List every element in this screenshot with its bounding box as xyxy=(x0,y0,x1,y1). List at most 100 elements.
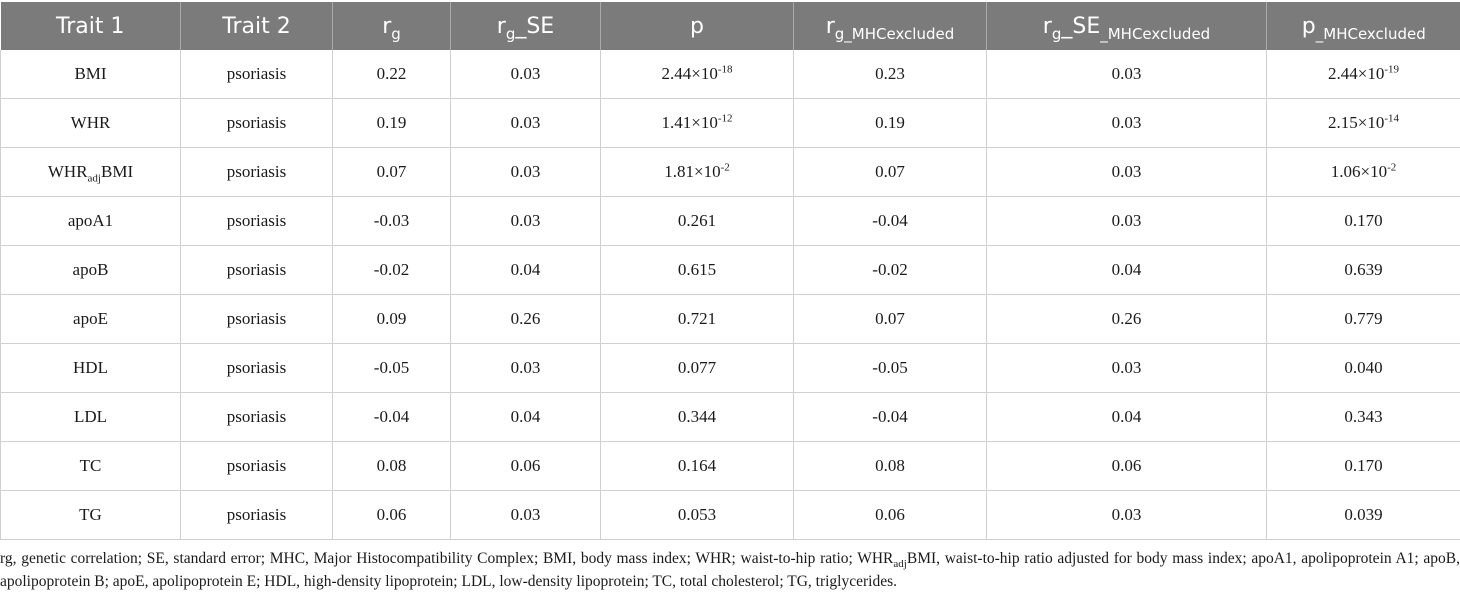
cell-p-mhc-excluded: 1.06×10-2 xyxy=(1266,147,1460,197)
cell-p-mhc-excluded: 0.039 xyxy=(1266,490,1460,540)
cell-rg-se: 0.03 xyxy=(450,98,601,148)
table-row: apoB psoriasis -0.02 0.04 0.615 -0.02 0.04 0.63… xyxy=(0,245,1460,295)
cell-p-mhc-excluded: 0.040 xyxy=(1266,343,1460,393)
cell-rg: -0.04 xyxy=(332,392,451,442)
cell-rg-se: 0.04 xyxy=(450,392,601,442)
cell-trait2: psoriasis xyxy=(180,490,333,540)
cell-rg-se-mhc-excluded: 0.06 xyxy=(986,441,1267,491)
header-p: p xyxy=(600,2,794,50)
cell-rg-se: 0.03 xyxy=(450,196,601,246)
cell-trait2: psoriasis xyxy=(180,392,333,442)
cell-trait2: psoriasis xyxy=(180,245,333,295)
cell-p-mhc-excluded: 0.639 xyxy=(1266,245,1460,295)
cell-trait1: BMI xyxy=(0,50,181,99)
cell-rg: 0.22 xyxy=(332,50,451,99)
header-rg-se: rg_SE xyxy=(450,2,601,50)
cell-rg-se-mhc-excluded: 0.03 xyxy=(986,98,1267,148)
cell-p: 0.164 xyxy=(600,441,794,491)
cell-rg: 0.19 xyxy=(332,98,451,148)
cell-rg-mhc-excluded: 0.07 xyxy=(793,294,987,344)
cell-p: 0.721 xyxy=(600,294,794,344)
cell-rg-se: 0.03 xyxy=(450,343,601,393)
cell-p: 0.077 xyxy=(600,343,794,393)
cell-trait2: psoriasis xyxy=(180,441,333,491)
header-row: Trait 1 Trait 2 rg rg_SE p rg_MHCexclude… xyxy=(0,2,1460,50)
cell-trait1: WHR xyxy=(0,98,181,148)
cell-trait2: psoriasis xyxy=(180,98,333,148)
table-row: TC psoriasis 0.08 0.06 0.164 0.08 0.06 0.170 xyxy=(0,441,1460,491)
cell-rg: 0.09 xyxy=(332,294,451,344)
cell-trait1: TG xyxy=(0,490,181,540)
cell-rg-mhc-excluded: -0.04 xyxy=(793,196,987,246)
cell-p: 0.344 xyxy=(600,392,794,442)
cell-rg-se-mhc-excluded: 0.04 xyxy=(986,245,1267,295)
table-body: BMI psoriasis 0.22 0.03 2.44×10-18 0.23 0.03 2.… xyxy=(0,50,1460,540)
header-rg-se-mhc-excluded: rg_SE_MHCexcluded xyxy=(986,2,1267,50)
header-trait2: Trait 2 xyxy=(180,2,333,50)
cell-rg-mhc-excluded: -0.02 xyxy=(793,245,987,295)
cell-rg-se-mhc-excluded: 0.04 xyxy=(986,392,1267,442)
table-row: HDL psoriasis -0.05 0.03 0.077 -0.05 0.03 0.040 xyxy=(0,343,1460,393)
cell-p-mhc-excluded: 0.779 xyxy=(1266,294,1460,344)
table-row: TG psoriasis 0.06 0.03 0.053 0.06 0.03 0.039 xyxy=(0,490,1460,540)
cell-trait1: apoE xyxy=(0,294,181,344)
genetic-correlation-table: Trait 1 Trait 2 rg rg_SE p rg_MHCexclude… xyxy=(0,2,1460,540)
cell-rg-se: 0.03 xyxy=(450,490,601,540)
cell-rg-se-mhc-excluded: 0.03 xyxy=(986,490,1267,540)
cell-rg-se-mhc-excluded: 0.03 xyxy=(986,147,1267,197)
table-row: WHR psoriasis 0.19 0.03 1.41×10-12 0.19 0.03 2.… xyxy=(0,98,1460,148)
cell-trait2: psoriasis xyxy=(180,294,333,344)
cell-rg-se-mhc-excluded: 0.03 xyxy=(986,343,1267,393)
cell-rg-mhc-excluded: -0.05 xyxy=(793,343,987,393)
cell-rg-mhc-excluded: 0.06 xyxy=(793,490,987,540)
cell-rg-se-mhc-excluded: 0.03 xyxy=(986,50,1267,99)
cell-trait1: LDL xyxy=(0,392,181,442)
cell-rg-se: 0.06 xyxy=(450,441,601,491)
cell-trait2: psoriasis xyxy=(180,196,333,246)
cell-rg-mhc-excluded: 0.23 xyxy=(793,50,987,99)
cell-trait1: apoB xyxy=(0,245,181,295)
cell-rg-mhc-excluded: -0.04 xyxy=(793,392,987,442)
table-row: apoE psoriasis 0.09 0.26 0.721 0.07 0.26 0.779 xyxy=(0,294,1460,344)
cell-p-mhc-excluded: 2.44×10-19 xyxy=(1266,50,1460,99)
cell-rg: 0.08 xyxy=(332,441,451,491)
cell-p: 0.615 xyxy=(600,245,794,295)
cell-rg-se: 0.04 xyxy=(450,245,601,295)
cell-p-mhc-excluded: 0.170 xyxy=(1266,441,1460,491)
cell-p-mhc-excluded: 0.343 xyxy=(1266,392,1460,442)
cell-rg: -0.05 xyxy=(332,343,451,393)
cell-rg: -0.02 xyxy=(332,245,451,295)
table-row: WHRadjBMI psoriasis 0.07 0.03 1.81×10-2 0.07 0… xyxy=(0,147,1460,197)
header-trait1: Trait 1 xyxy=(0,2,181,50)
cell-trait1: apoA1 xyxy=(0,196,181,246)
cell-p: 1.41×10-12 xyxy=(600,98,794,148)
cell-p: 1.81×10-2 xyxy=(600,147,794,197)
cell-trait1: HDL xyxy=(0,343,181,393)
cell-rg-se: 0.26 xyxy=(450,294,601,344)
cell-p-mhc-excluded: 2.15×10-14 xyxy=(1266,98,1460,148)
cell-p-mhc-excluded: 0.170 xyxy=(1266,196,1460,246)
cell-trait1: WHRadjBMI xyxy=(0,147,181,197)
cell-trait2: psoriasis xyxy=(180,147,333,197)
header-p-mhc-excluded: p_MHCexcluded xyxy=(1266,2,1460,50)
cell-trait1: TC xyxy=(0,441,181,491)
cell-rg-mhc-excluded: 0.19 xyxy=(793,98,987,148)
table-row: LDL psoriasis -0.04 0.04 0.344 -0.04 0.04 0.343 xyxy=(0,392,1460,442)
header-rg-mhc-excluded: rg_MHCexcluded xyxy=(793,2,987,50)
table-footnote: rg, genetic correlation; SE, standard er… xyxy=(0,550,1460,590)
table-row: apoA1 psoriasis -0.03 0.03 0.261 -0.04 0.03 0.1… xyxy=(0,196,1460,246)
cell-rg: -0.03 xyxy=(332,196,451,246)
header-rg: rg xyxy=(332,2,451,50)
table-row: BMI psoriasis 0.22 0.03 2.44×10-18 0.23 0.03 2.… xyxy=(0,50,1460,99)
cell-p: 0.053 xyxy=(600,490,794,540)
cell-rg-se-mhc-excluded: 0.26 xyxy=(986,294,1267,344)
cell-rg-se: 0.03 xyxy=(450,50,601,99)
cell-trait2: psoriasis xyxy=(180,343,333,393)
cell-p: 0.261 xyxy=(600,196,794,246)
cell-rg: 0.06 xyxy=(332,490,451,540)
cell-rg-mhc-excluded: 0.08 xyxy=(793,441,987,491)
cell-rg: 0.07 xyxy=(332,147,451,197)
cell-p: 2.44×10-18 xyxy=(600,50,794,99)
cell-rg-se-mhc-excluded: 0.03 xyxy=(986,196,1267,246)
cell-rg-se: 0.03 xyxy=(450,147,601,197)
